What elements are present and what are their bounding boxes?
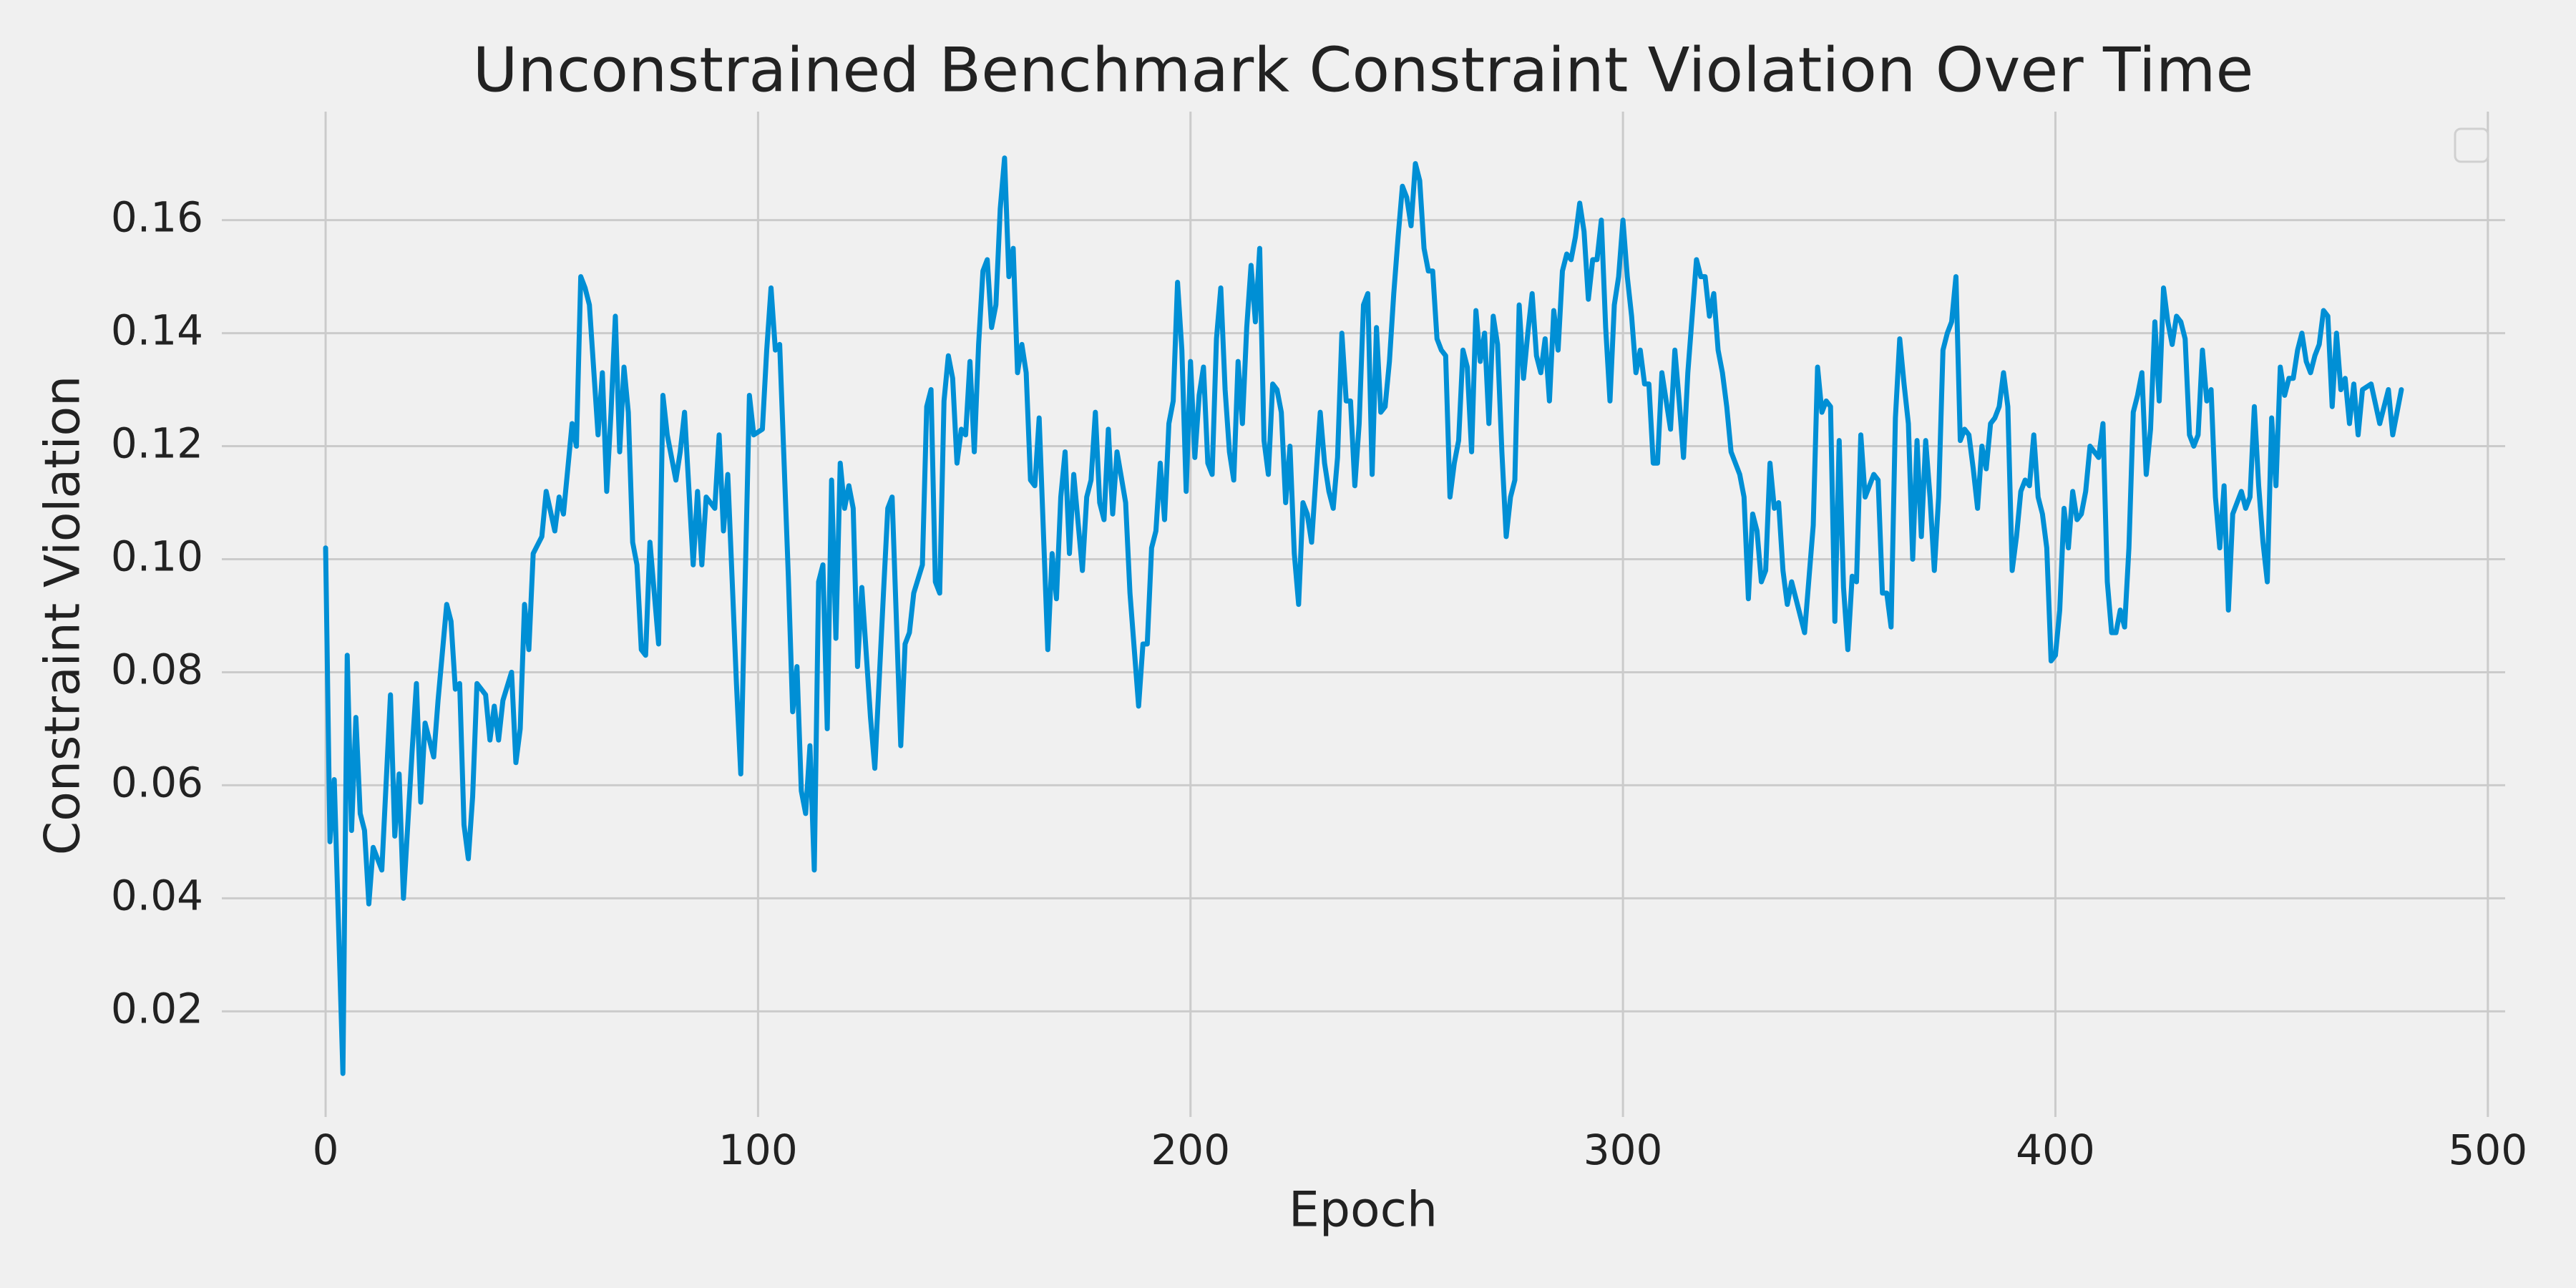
y-tick-label: 0.16: [111, 193, 203, 242]
x-tick-label: 100: [718, 1126, 798, 1174]
legend-box: [2454, 127, 2489, 163]
x-tick-label: 500: [2448, 1126, 2527, 1174]
y-axis-label: Constraint Violation: [35, 376, 92, 856]
x-tick-label: 300: [1584, 1126, 1663, 1174]
chart-title: Unconstrained Benchmark Constraint Viola…: [473, 34, 2254, 106]
y-tick-label: 0.12: [111, 419, 203, 468]
data-line: [323, 155, 2404, 1076]
y-tick-label: 0.08: [111, 645, 203, 694]
x-tick-label: 200: [1151, 1126, 1230, 1174]
y-tick-label: 0.14: [111, 306, 203, 355]
x-tick-label: 400: [2016, 1126, 2095, 1174]
y-tick-label: 0.10: [111, 532, 203, 581]
y-tick-label: 0.06: [111, 758, 203, 807]
y-tick-label: 0.04: [111, 871, 203, 919]
x-axis-label: Epoch: [1289, 1182, 1438, 1239]
x-tick-label: 0: [313, 1126, 339, 1174]
y-tick-label: 0.02: [111, 984, 203, 1033]
